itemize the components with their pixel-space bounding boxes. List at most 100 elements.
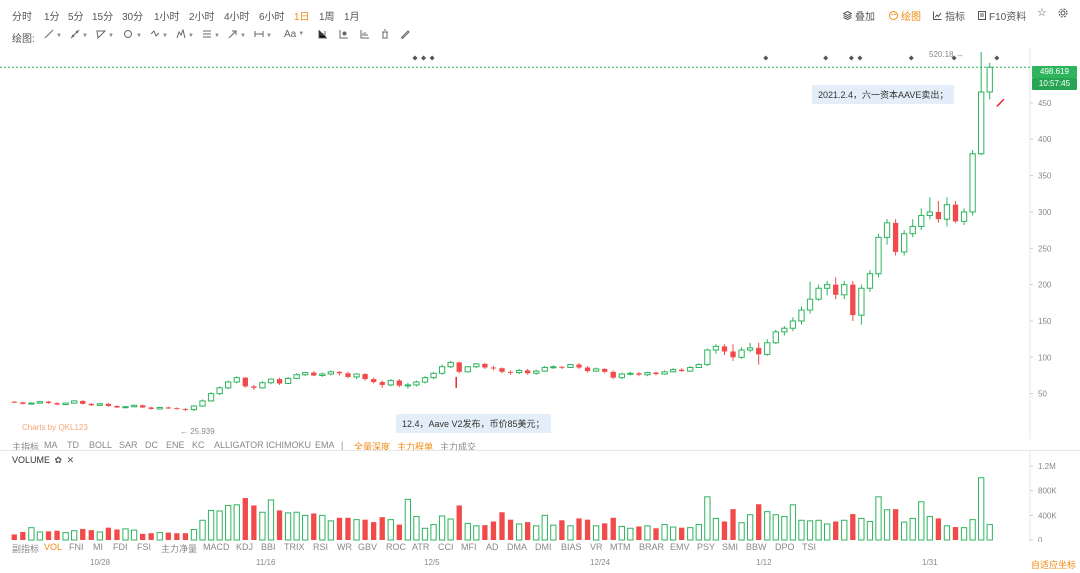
sub-indicator-main-net[interactable]: 主力净量 — [161, 544, 198, 554]
volume-bar — [114, 529, 120, 540]
pencil-icon[interactable] — [400, 29, 410, 42]
sub-indicator-rsi[interactable]: RSI — [313, 542, 329, 552]
sub-indicator-bbi[interactable]: BBI — [261, 542, 276, 552]
timeframe-5min[interactable]: 5分 — [68, 12, 84, 23]
sub-indicator-mi[interactable]: MI — [93, 542, 103, 552]
indicator-main-orders[interactable]: 主力程单 — [397, 442, 434, 452]
sub-indicator-wr[interactable]: WR — [337, 542, 352, 552]
settings-icon[interactable] — [1058, 8, 1068, 21]
timeframe-6h[interactable]: 6小时 — [259, 12, 285, 23]
overlay-button[interactable]: 叠加 — [842, 8, 875, 23]
arrow-tool[interactable]: ▼ — [228, 29, 246, 42]
timeframe-4h[interactable]: 4小时 — [224, 12, 250, 23]
fibonacci-tool[interactable]: ▼ — [202, 29, 220, 42]
sub-indicator-tabs: 副指标 VOL FNI MI FDI FSI 主力净量 MACD KDJ BBI… — [0, 542, 1030, 554]
timeframe-1mo[interactable]: 1月 — [344, 12, 360, 23]
volume-bar — [892, 509, 899, 540]
volume-bar — [62, 532, 69, 541]
indicator-alligator[interactable]: ALLIGATOR — [214, 440, 264, 450]
indicator-ichimoku[interactable]: ICHIMOKU — [266, 440, 311, 450]
shape-tool[interactable]: ▼ — [122, 29, 142, 42]
indicator-full-depth[interactable]: 全量深度 — [354, 442, 391, 452]
lock-drawings-tool[interactable] — [339, 29, 349, 42]
close-icon[interactable]: ✕ — [66, 455, 75, 465]
candle — [721, 346, 728, 352]
indicator-ma[interactable]: MA — [44, 440, 58, 450]
trash-icon[interactable] — [380, 29, 390, 42]
sub-indicator-brar[interactable]: BRAR — [639, 542, 665, 552]
volume-bar — [823, 523, 831, 541]
sub-indicator-trix[interactable]: TRIX — [284, 542, 305, 552]
sub-indicator-fdi[interactable]: FDI — [113, 542, 128, 552]
sub-indicator-dma[interactable]: DMA — [507, 542, 527, 552]
text-tool[interactable]: Aa ▼ — [284, 29, 305, 40]
sub-indicator-roc[interactable]: ROC — [386, 542, 406, 552]
volume-bar — [883, 509, 891, 541]
candle — [11, 401, 17, 403]
price-chart[interactable]: 50 100 150 200 250 300 350 400 450 — [0, 47, 1080, 439]
candle — [54, 403, 60, 405]
annotation-v2-note[interactable]: 12.4，Aave V2发布，币价85美元； — [396, 414, 551, 433]
sub-indicator-mfi[interactable]: MFI — [461, 542, 477, 552]
indicator-main-trades[interactable]: 主力成交 — [440, 442, 477, 452]
sub-indicator-tsi[interactable]: TSI — [802, 542, 817, 552]
indicator-td[interactable]: TD — [67, 440, 79, 450]
f10-button[interactable]: F10资料 — [978, 8, 1026, 23]
draw-button[interactable]: 绘图 — [889, 8, 921, 23]
channel-tool[interactable]: ▼ — [96, 29, 114, 42]
indicator-dc[interactable]: DC — [145, 440, 158, 450]
volume-bar — [80, 528, 86, 540]
timeframe-2h[interactable]: 2小时 — [189, 12, 215, 23]
indicator-kc[interactable]: KC — [192, 440, 205, 450]
sub-indicator-psy[interactable]: PSY — [697, 542, 716, 552]
volume-bar — [858, 517, 865, 541]
indicators-button[interactable]: 指标 — [933, 8, 965, 23]
sub-indicator-mtm[interactable]: MTM — [610, 542, 631, 552]
event-marker — [429, 55, 435, 61]
timeframe-30min[interactable]: 30分 — [122, 12, 144, 23]
annotation-sell-note[interactable]: 2021.2.4，六一资本AAVE卖出； — [812, 85, 955, 104]
auto-fit-button[interactable]: 自适应坐标 — [1030, 560, 1076, 570]
sub-indicator-gbv[interactable]: GBV — [358, 542, 378, 552]
candle — [901, 233, 908, 253]
sub-indicator-macd[interactable]: MACD — [203, 542, 230, 552]
pattern-tool[interactable]: ▼ — [150, 29, 168, 42]
star-icon[interactable]: ☆ — [1037, 7, 1047, 19]
timeframe-fenshi[interactable]: 分时 — [12, 12, 32, 23]
trend-line-tool[interactable]: ▼ — [44, 29, 62, 42]
wave-tool[interactable]: ▼ — [176, 28, 194, 42]
timeframe-1w[interactable]: 1周 — [319, 12, 335, 23]
volume-bar — [507, 519, 514, 540]
sub-indicator-fni[interactable]: FNI — [69, 542, 84, 552]
timeframe-1d[interactable]: 1日 — [294, 12, 310, 23]
sub-indicator-smi[interactable]: SMI — [722, 542, 739, 552]
sub-indicator-bbw[interactable]: BBW — [746, 542, 767, 552]
sub-indicator-ad[interactable]: AD — [486, 542, 499, 552]
sub-indicator-vol[interactable]: VOL — [44, 542, 63, 552]
sub-indicator-dmi[interactable]: DMI — [535, 542, 552, 552]
volume-bar — [806, 520, 814, 541]
indicator-ene[interactable]: ENE — [166, 440, 185, 450]
volume-chart[interactable]: 1.2M 800K 400K 0 — [0, 450, 1080, 542]
magnet-tool[interactable] — [318, 29, 328, 42]
volume-bar — [909, 517, 916, 541]
timeframe-1h[interactable]: 1小时 — [154, 12, 180, 23]
sub-indicator-atr[interactable]: ATR — [412, 542, 430, 552]
sub-indicator-fsi[interactable]: FSI — [137, 542, 152, 552]
timeframe-1min[interactable]: 1分 — [44, 12, 60, 23]
settings-icon[interactable]: ✿ — [54, 455, 63, 465]
hide-drawings-tool[interactable] — [360, 29, 370, 42]
sub-indicator-kdj[interactable]: KDJ — [236, 542, 254, 552]
ray-line-tool[interactable]: ▼ — [70, 29, 88, 42]
indicator-boll[interactable]: BOLL — [89, 440, 113, 450]
sub-indicator-bias[interactable]: BIAS — [561, 542, 582, 552]
measure-tool[interactable]: ▼ — [254, 29, 272, 42]
sub-indicator-dpo[interactable]: DPO — [775, 542, 795, 552]
timeframe-15min[interactable]: 15分 — [92, 12, 114, 23]
volume-bar — [602, 523, 608, 540]
sub-indicator-emv[interactable]: EMV — [670, 542, 690, 552]
sub-indicator-vr[interactable]: VR — [590, 542, 603, 552]
indicator-ema[interactable]: EMA — [315, 440, 335, 450]
indicator-sar[interactable]: SAR — [119, 440, 138, 450]
sub-indicator-cci[interactable]: CCI — [438, 542, 454, 552]
